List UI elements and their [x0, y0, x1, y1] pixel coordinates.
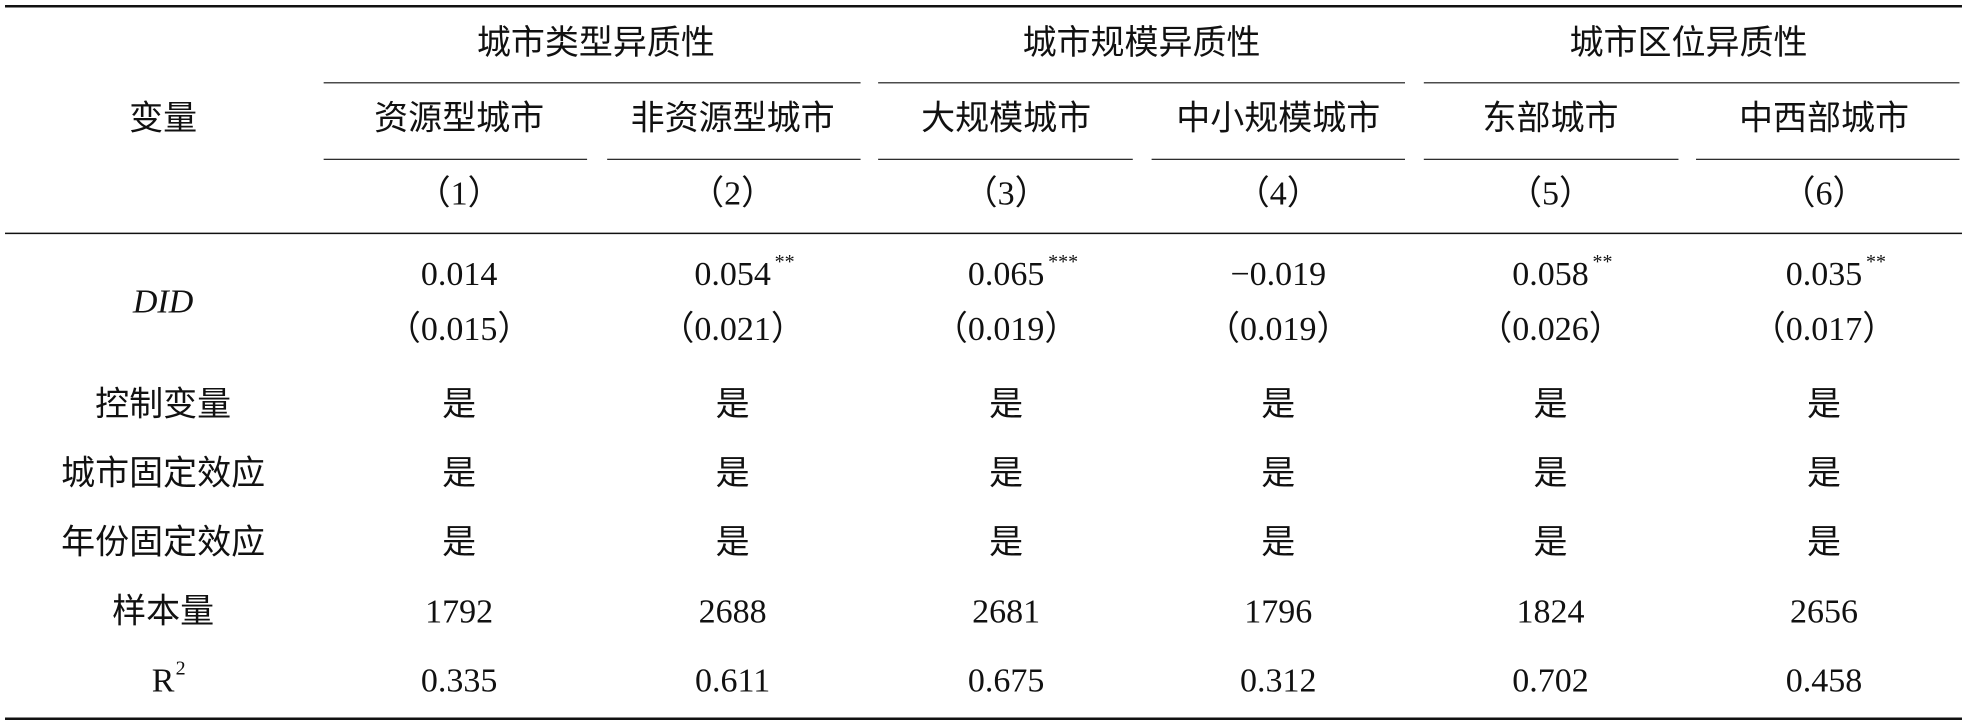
cell: 是	[442, 524, 476, 561]
coefficient: −0.019	[1230, 256, 1326, 293]
coefficient: 0.035	[1786, 256, 1863, 293]
cell: 是	[1807, 455, 1841, 492]
cell: 0.458	[1786, 662, 1863, 699]
significance-stars: ***	[1048, 251, 1078, 273]
column-number: （4）	[1236, 175, 1321, 213]
cell: 1824	[1517, 593, 1585, 630]
cell: 2681	[972, 593, 1040, 630]
cell: 是	[989, 524, 1023, 561]
cell: 是	[989, 455, 1023, 492]
cell: 是	[1261, 524, 1295, 561]
cell: 0.312	[1240, 662, 1317, 699]
coefficient: 0.058	[1512, 256, 1589, 293]
significance-stars: **	[775, 251, 795, 273]
standard-error: （0.026）	[1478, 310, 1623, 348]
standard-error: （0.015）	[387, 310, 532, 348]
row-label: 控制变量	[95, 385, 231, 423]
cell: 是	[1534, 455, 1568, 492]
significance-stars: **	[1593, 251, 1613, 273]
cell: 0.702	[1512, 662, 1589, 699]
coefficient: 0.065	[968, 256, 1045, 293]
column-number: （3）	[964, 175, 1049, 213]
cell: 是	[442, 386, 476, 423]
cell: 是	[1807, 524, 1841, 561]
cell: 是	[716, 524, 750, 561]
standard-error: （0.017）	[1752, 310, 1897, 348]
standard-error: （0.019）	[934, 310, 1079, 348]
column-header: 中西部城市	[1739, 99, 1909, 137]
column-number: （1）	[417, 175, 502, 213]
column-header: 大规模城市	[921, 99, 1091, 137]
group-header: 城市区位异质性	[1570, 24, 1808, 62]
cell: 0.611	[695, 662, 770, 699]
cell: 是	[442, 455, 476, 492]
coefficient: 0.054	[694, 256, 771, 293]
column-header: 中小规模城市	[1176, 99, 1380, 137]
row-label: 年份固定效应	[61, 523, 265, 561]
column-header: 非资源型城市	[631, 99, 835, 137]
column-number: （5）	[1508, 175, 1593, 213]
cell: 是	[716, 386, 750, 423]
row-label-superscript: 2	[176, 657, 186, 679]
row-label: 城市固定效应	[61, 454, 265, 492]
row-label: DID	[132, 284, 194, 321]
cell: 是	[1261, 386, 1295, 423]
cell: 是	[716, 455, 750, 492]
cell: 0.335	[421, 662, 498, 699]
cell: 是	[1261, 455, 1295, 492]
significance-stars: **	[1866, 251, 1886, 273]
cell: 0.675	[968, 662, 1045, 699]
cell: 是	[1534, 386, 1568, 423]
column-header: 资源型城市	[374, 99, 544, 137]
cell: 是	[1807, 386, 1841, 423]
cell: 2656	[1790, 593, 1858, 630]
group-header: 城市规模异质性	[1023, 24, 1261, 62]
cell: 1792	[425, 593, 493, 630]
cell: 1796	[1244, 593, 1312, 630]
column-header: 东部城市	[1483, 99, 1619, 137]
cell: 2688	[699, 593, 767, 630]
coefficient: 0.014	[421, 256, 498, 293]
group-header: 城市类型异质性	[477, 24, 715, 62]
standard-error: （0.019）	[1206, 310, 1351, 348]
cell: 是	[1534, 524, 1568, 561]
column-number: （2）	[690, 175, 775, 213]
column-number: （6）	[1781, 175, 1866, 213]
cell: 是	[989, 386, 1023, 423]
row-label: 样本量	[112, 592, 214, 630]
standard-error: （0.021）	[660, 310, 805, 348]
variable-header: 变量	[129, 99, 197, 137]
row-label: R	[152, 662, 175, 699]
